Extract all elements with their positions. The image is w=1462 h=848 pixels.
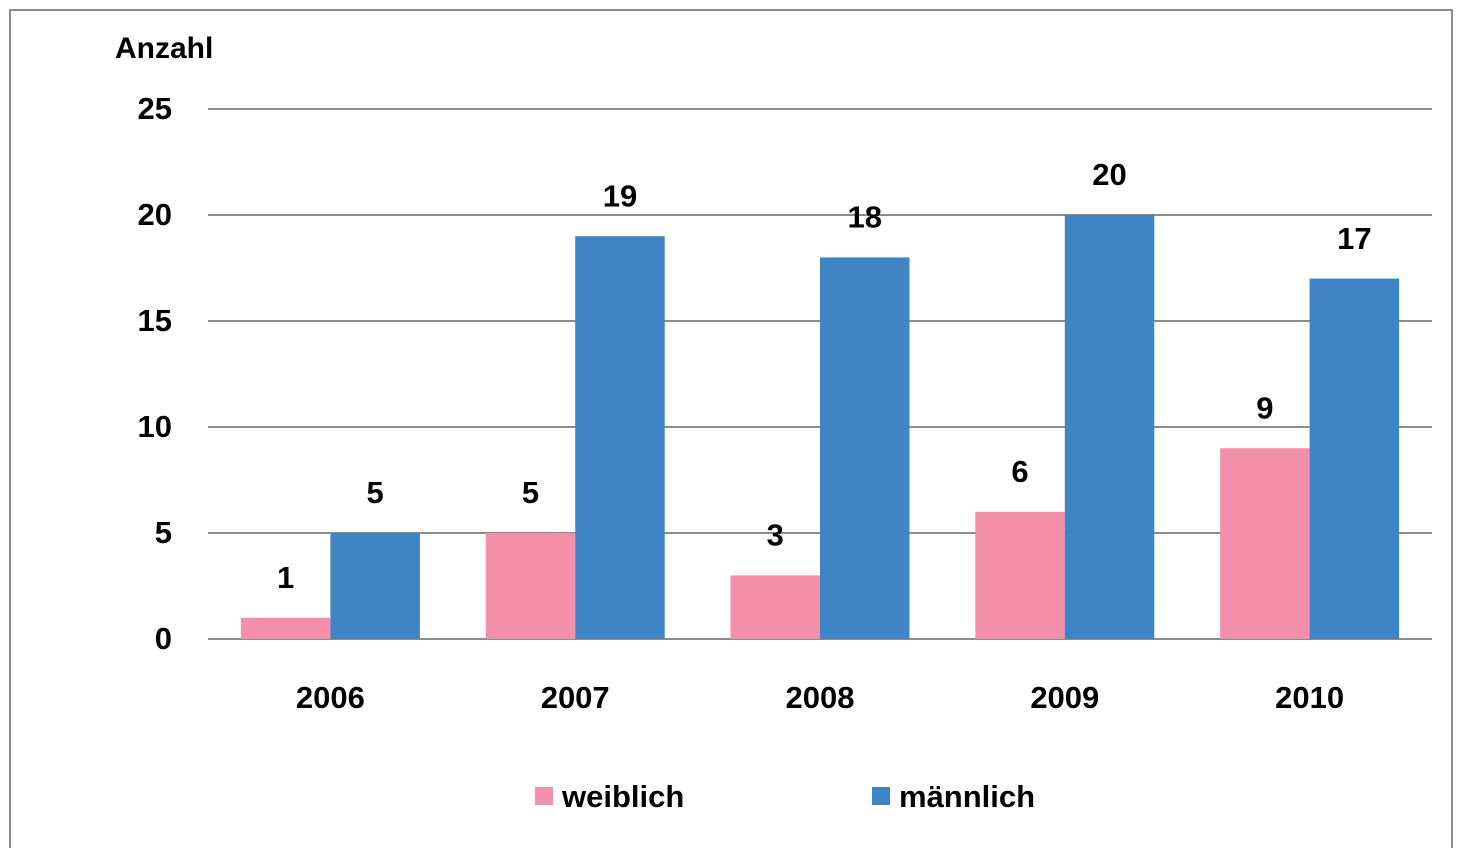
bar xyxy=(330,533,420,639)
bar xyxy=(1309,278,1400,639)
legend-swatch xyxy=(535,787,553,805)
y-tick-label: 15 xyxy=(138,303,172,338)
y-tick-label: 5 xyxy=(155,515,172,550)
x-tick-label: 2010 xyxy=(1275,680,1344,715)
y-tick-label: 20 xyxy=(138,197,172,232)
x-tick-label: 2007 xyxy=(541,680,610,715)
bar xyxy=(1220,448,1310,639)
bar xyxy=(820,257,910,639)
bar xyxy=(485,533,576,639)
legend-label: männlich xyxy=(899,779,1035,814)
bar xyxy=(975,511,1065,639)
data-label: 5 xyxy=(522,475,539,510)
data-label: 20 xyxy=(1092,157,1126,192)
x-tick-label: 2009 xyxy=(1030,680,1099,715)
x-tick-label: 2008 xyxy=(786,680,855,715)
y-tick-label: 10 xyxy=(138,409,172,444)
bar xyxy=(1064,215,1155,639)
legend-swatch xyxy=(872,787,890,805)
x-tick-label: 2006 xyxy=(296,680,365,715)
bar xyxy=(730,575,820,639)
chart-frame xyxy=(9,9,1453,848)
data-label: 3 xyxy=(767,518,784,553)
data-label: 17 xyxy=(1337,221,1371,256)
data-label: 19 xyxy=(603,178,637,213)
y-tick-label: 0 xyxy=(155,621,172,656)
bar xyxy=(575,236,665,639)
data-label: 9 xyxy=(1256,390,1273,425)
y-tick-label: 25 xyxy=(138,91,172,126)
data-label: 1 xyxy=(277,560,294,595)
legend-label: weiblich xyxy=(561,779,684,814)
bar xyxy=(240,617,331,639)
data-label: 18 xyxy=(848,200,882,235)
data-label: 6 xyxy=(1011,454,1028,489)
y-axis-label: Anzahl xyxy=(115,32,213,65)
data-label: 5 xyxy=(367,475,384,510)
